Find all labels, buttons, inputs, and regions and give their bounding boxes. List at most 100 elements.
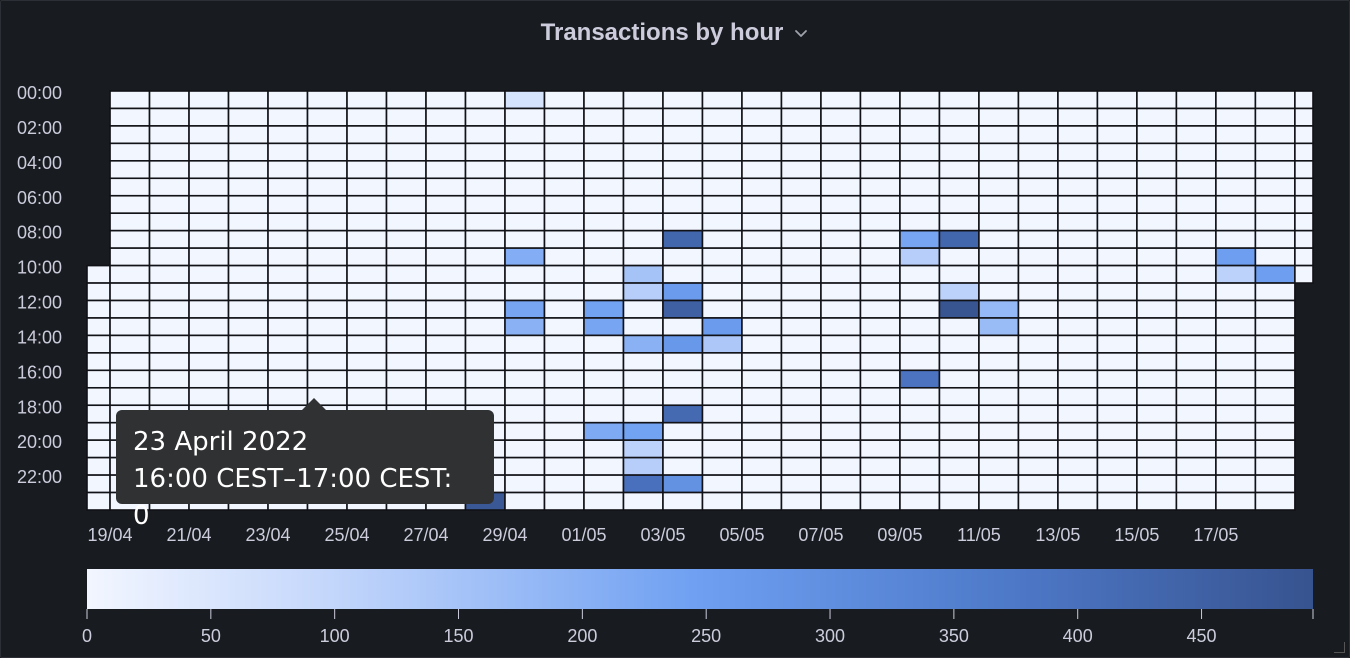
heatmap-cell[interactable] <box>1017 264 1059 284</box>
heatmap-cell[interactable] <box>86 439 111 459</box>
heatmap-cell[interactable] <box>464 212 506 232</box>
heatmap-cell[interactable] <box>741 90 783 110</box>
chevron-down-icon[interactable] <box>793 25 809 41</box>
heatmap-cell[interactable] <box>741 299 783 319</box>
heatmap-cell[interactable] <box>622 247 664 267</box>
heatmap-cell[interactable] <box>1136 421 1178 441</box>
heatmap-cell[interactable] <box>425 90 467 110</box>
heatmap-cell[interactable] <box>978 386 1020 407</box>
heatmap-cell[interactable] <box>188 229 230 249</box>
heatmap-cell[interactable] <box>1017 212 1059 232</box>
heatmap-cell[interactable] <box>109 125 151 145</box>
heatmap-cell[interactable] <box>938 404 980 424</box>
heatmap-cell[interactable] <box>899 439 941 459</box>
heatmap-cell[interactable] <box>1136 404 1178 424</box>
heatmap-cell[interactable] <box>583 386 625 407</box>
heatmap-cell[interactable] <box>978 404 1020 424</box>
heatmap-cell[interactable] <box>899 90 941 110</box>
heatmap-cell[interactable] <box>1057 229 1099 249</box>
heatmap-cell[interactable] <box>504 352 546 372</box>
heatmap-cell[interactable] <box>1175 474 1217 494</box>
heatmap-cell[interactable] <box>899 299 941 319</box>
heatmap-cell[interactable] <box>1294 247 1314 267</box>
heatmap-cell[interactable] <box>227 212 269 232</box>
heatmap-cell[interactable] <box>543 369 585 389</box>
heatmap-cell[interactable] <box>1057 439 1099 459</box>
heatmap-cell[interactable] <box>938 299 980 319</box>
heatmap-cell[interactable] <box>780 107 822 127</box>
heatmap-cell[interactable] <box>306 212 348 232</box>
heatmap-cell[interactable] <box>1136 264 1178 284</box>
heatmap-cell[interactable] <box>978 229 1020 249</box>
panel-header[interactable]: Transactions by hour <box>1 15 1349 51</box>
heatmap-cell[interactable] <box>741 386 783 407</box>
heatmap-cell[interactable] <box>859 369 901 389</box>
heatmap-cell[interactable] <box>504 142 546 162</box>
heatmap-cell[interactable] <box>148 212 190 232</box>
heatmap-cell[interactable] <box>780 194 822 215</box>
heatmap-cell[interactable] <box>820 386 862 407</box>
heatmap-cell[interactable] <box>306 90 348 110</box>
heatmap-cell[interactable] <box>899 177 941 197</box>
heatmap-cell[interactable] <box>346 352 388 372</box>
heatmap-cell[interactable] <box>1136 90 1178 110</box>
heatmap-cell[interactable] <box>267 107 309 127</box>
heatmap-cell[interactable] <box>741 142 783 162</box>
heatmap-cell[interactable] <box>306 125 348 145</box>
heatmap-cell[interactable] <box>938 474 980 494</box>
heatmap-cell[interactable] <box>1175 194 1217 215</box>
heatmap-cell[interactable] <box>543 334 585 354</box>
heatmap-cell[interactable] <box>1215 439 1257 459</box>
heatmap-cell[interactable] <box>227 194 269 215</box>
heatmap-cell[interactable] <box>267 229 309 249</box>
heatmap-cell[interactable] <box>583 90 625 110</box>
heatmap-cell[interactable] <box>346 142 388 162</box>
heatmap-cell[interactable] <box>1175 456 1217 476</box>
heatmap-cell[interactable] <box>1254 474 1296 494</box>
heatmap-cell[interactable] <box>188 212 230 232</box>
heatmap-cell[interactable] <box>780 177 822 197</box>
heatmap-cell[interactable] <box>1175 491 1217 511</box>
heatmap-cell[interactable] <box>938 160 980 180</box>
heatmap-cell[interactable] <box>662 369 704 389</box>
heatmap-cell[interactable] <box>425 107 467 127</box>
heatmap-cell[interactable] <box>1136 282 1178 302</box>
heatmap-cell[interactable] <box>820 369 862 389</box>
heatmap-cell[interactable] <box>188 125 230 145</box>
heatmap-cell[interactable] <box>859 474 901 494</box>
heatmap-cell[interactable] <box>780 160 822 180</box>
heatmap-cell[interactable] <box>346 317 388 337</box>
heatmap-cell[interactable] <box>188 352 230 372</box>
heatmap-cell[interactable] <box>1215 317 1257 337</box>
heatmap-cell[interactable] <box>346 282 388 302</box>
heatmap-cell[interactable] <box>859 439 901 459</box>
heatmap-cell[interactable] <box>1254 90 1296 110</box>
heatmap-cell[interactable] <box>1136 212 1178 232</box>
heatmap-cell[interactable] <box>741 160 783 180</box>
heatmap-cell[interactable] <box>1017 352 1059 372</box>
heatmap-cell[interactable] <box>1254 491 1296 511</box>
resize-handle[interactable] <box>1334 642 1345 653</box>
heatmap-cell[interactable] <box>583 404 625 424</box>
heatmap-cell[interactable] <box>1096 352 1138 372</box>
heatmap-cell[interactable] <box>1175 386 1217 407</box>
heatmap-cell[interactable] <box>346 107 388 127</box>
heatmap-cell[interactable] <box>1136 299 1178 319</box>
heatmap-cell[interactable] <box>464 229 506 249</box>
heatmap-cell[interactable] <box>1136 177 1178 197</box>
heatmap-cell[interactable] <box>899 352 941 372</box>
heatmap-cell[interactable] <box>504 90 546 110</box>
heatmap-cell[interactable] <box>1096 107 1138 127</box>
heatmap-cell[interactable] <box>780 421 822 441</box>
heatmap-cell[interactable] <box>1215 125 1257 145</box>
heatmap-cell[interactable] <box>622 142 664 162</box>
heatmap-cell[interactable] <box>583 125 625 145</box>
heatmap-cell[interactable] <box>820 456 862 476</box>
heatmap-cell[interactable] <box>978 421 1020 441</box>
heatmap-cell[interactable] <box>306 177 348 197</box>
heatmap-cell[interactable] <box>1254 229 1296 249</box>
heatmap-cell[interactable] <box>1215 386 1257 407</box>
heatmap-cell[interactable] <box>109 90 151 110</box>
heatmap-cell[interactable] <box>267 212 309 232</box>
heatmap-cell[interactable] <box>227 334 269 354</box>
